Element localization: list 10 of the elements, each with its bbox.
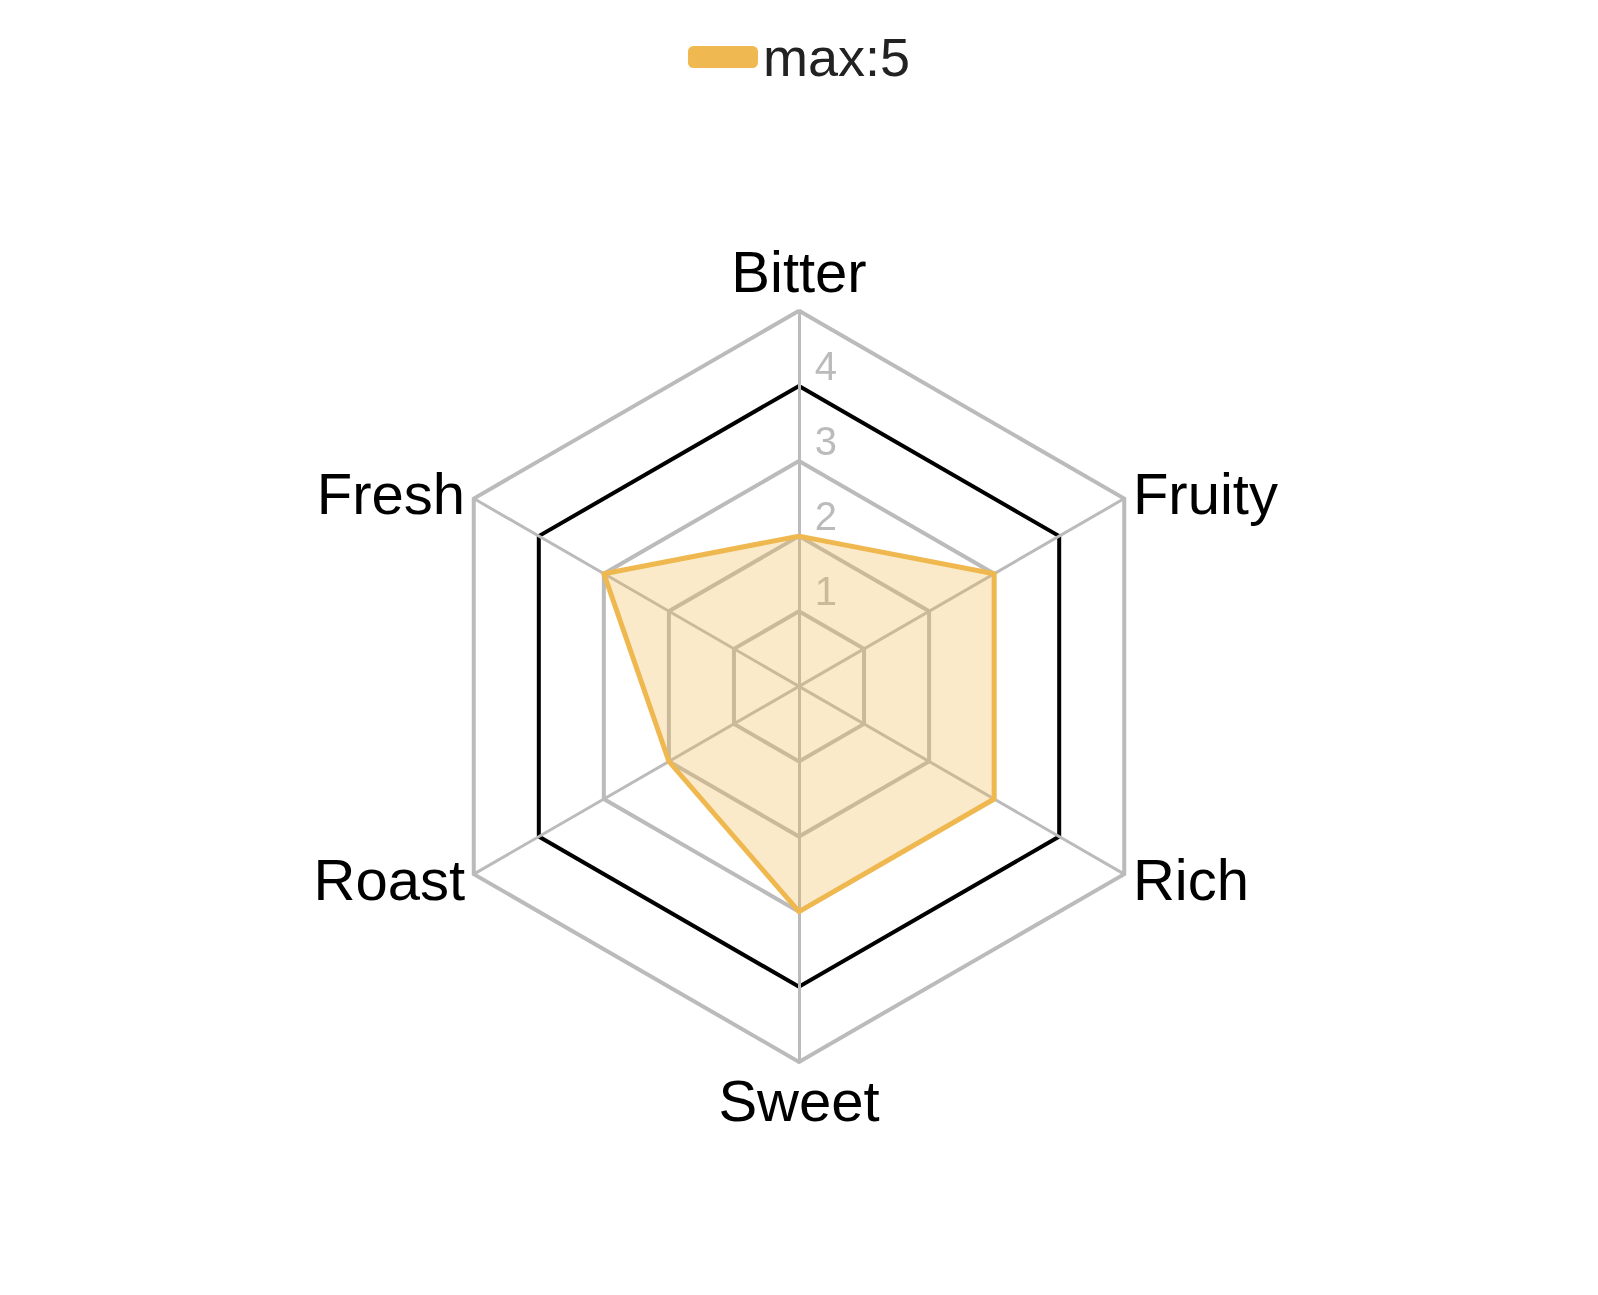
legend-label: max:5 <box>762 27 911 87</box>
spoke-label: Bitter <box>731 239 867 305</box>
spoke-label: Sweet <box>718 1068 880 1134</box>
y-tick-label: 2 <box>814 494 837 539</box>
spoke-label: Fruity <box>1132 461 1278 527</box>
y-tick-label: 4 <box>814 343 837 388</box>
spoke-label: Rich <box>1132 846 1249 912</box>
spoke-label: Roast <box>313 846 466 912</box>
spoke-label: Fresh <box>316 461 466 527</box>
y-tick-label: 3 <box>814 419 837 464</box>
